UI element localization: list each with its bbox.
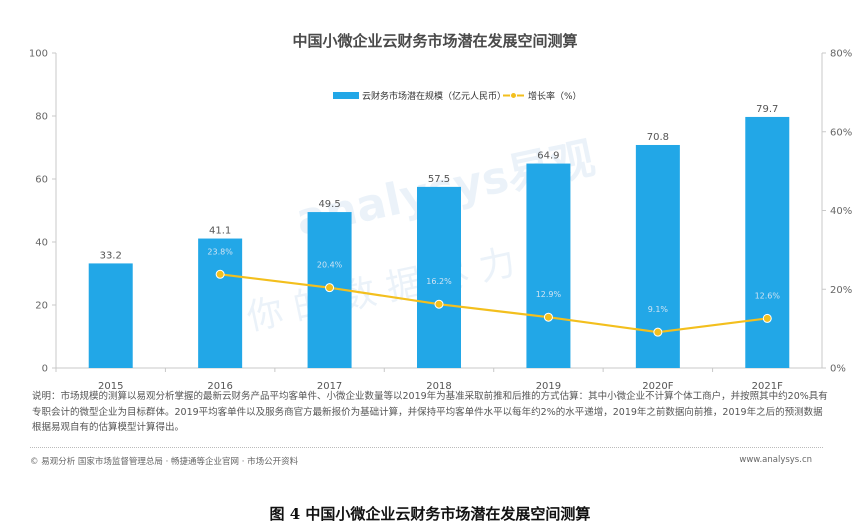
- growth-rate-label: 16.2%: [426, 277, 452, 286]
- chart: 中国小微企业云财务市场潜在发展空间测算 analysys易观 你 的 数 据 尽…: [29, 32, 852, 390]
- bar-value-label: 64.9: [537, 151, 559, 162]
- growth-line: [220, 273, 768, 334]
- watermark-slogan: 你 的 数 据 尽 力: [243, 242, 519, 339]
- y-right-tick-label: 20%: [830, 285, 852, 296]
- bar-value-label: 57.5: [428, 174, 450, 185]
- growth-point: [762, 313, 772, 323]
- y-right-tick-label: 0%: [830, 364, 846, 375]
- divider: [30, 447, 823, 448]
- bar: [88, 263, 133, 368]
- bar-value-label: 41.1: [209, 226, 231, 237]
- y-left-tick-label: 0: [42, 364, 48, 375]
- bar: [417, 186, 461, 368]
- y-left-tick-label: 100: [29, 49, 48, 60]
- bar-value-label: 79.7: [756, 104, 778, 115]
- bar-value-label: 49.5: [318, 199, 340, 210]
- source-text: © 易观分析 国家市场监督管理总局 · 畅捷通等企业官网 · 市场公开资料: [30, 457, 299, 467]
- website-text: www.analysys.cn: [739, 455, 812, 465]
- bar: [198, 238, 243, 368]
- x-tick-label: 2019: [536, 381, 561, 390]
- growth-point: [653, 327, 663, 337]
- legend-line-marker: [510, 92, 517, 99]
- bar: [526, 163, 571, 368]
- bar-value-label: 70.8: [647, 132, 669, 143]
- growth-rate-label: 12.6%: [755, 291, 781, 300]
- y-left-tick-label: 60: [35, 175, 48, 186]
- legend-line-label: 增长率（%）: [528, 90, 582, 102]
- methodology-note: 说明：市场规模的测算以易观分析掌握的最新云财务产品平均客单件、小微企业数量等以2…: [32, 391, 828, 433]
- bar-value-label: 33.2: [100, 250, 122, 261]
- x-tick-label: 2017: [317, 381, 342, 390]
- growth-rate-label: 23.8%: [207, 247, 233, 256]
- x-tick-label: 2020F: [642, 381, 673, 390]
- y-right-tick-label: 80%: [830, 49, 852, 60]
- y-right-tick-label: 60%: [830, 127, 852, 138]
- x-tick-label: 2015: [98, 381, 123, 390]
- y-right-tick-label: 40%: [830, 206, 852, 217]
- growth-rate-label: 9.1%: [648, 305, 669, 314]
- y-left-tick-label: 40: [35, 238, 48, 249]
- y-left-tick-label: 20: [35, 301, 48, 312]
- growth-rate-label: 20.4%: [317, 261, 343, 270]
- legend-bar-label: 云财务市场潜在规模（亿元人民币）: [362, 90, 506, 102]
- growth-line-series: 23.8% 20.4% 16.2% 12.9% 9.1% 12.6%: [207, 247, 781, 337]
- x-tick-label: 2018: [426, 381, 451, 390]
- chart-title: 中国小微企业云财务市场潜在发展空间测算: [292, 32, 577, 50]
- bar: [745, 116, 790, 368]
- growth-point: [434, 299, 444, 309]
- growth-point: [543, 312, 553, 322]
- x-tick-label: 2021F: [752, 381, 783, 390]
- growth-rate-label: 12.9%: [536, 290, 562, 299]
- figure-caption: 图 4 中国小微企业云财务市场潜在发展空间测算: [269, 505, 591, 523]
- legend-bar-swatch: [333, 92, 359, 99]
- growth-point: [215, 269, 225, 279]
- growth-point: [325, 283, 335, 293]
- legend: 云财务市场潜在规模（亿元人民币） 增长率（%）: [333, 90, 582, 102]
- y-left-tick-label: 80: [35, 112, 48, 123]
- x-tick-label: 2016: [207, 381, 232, 390]
